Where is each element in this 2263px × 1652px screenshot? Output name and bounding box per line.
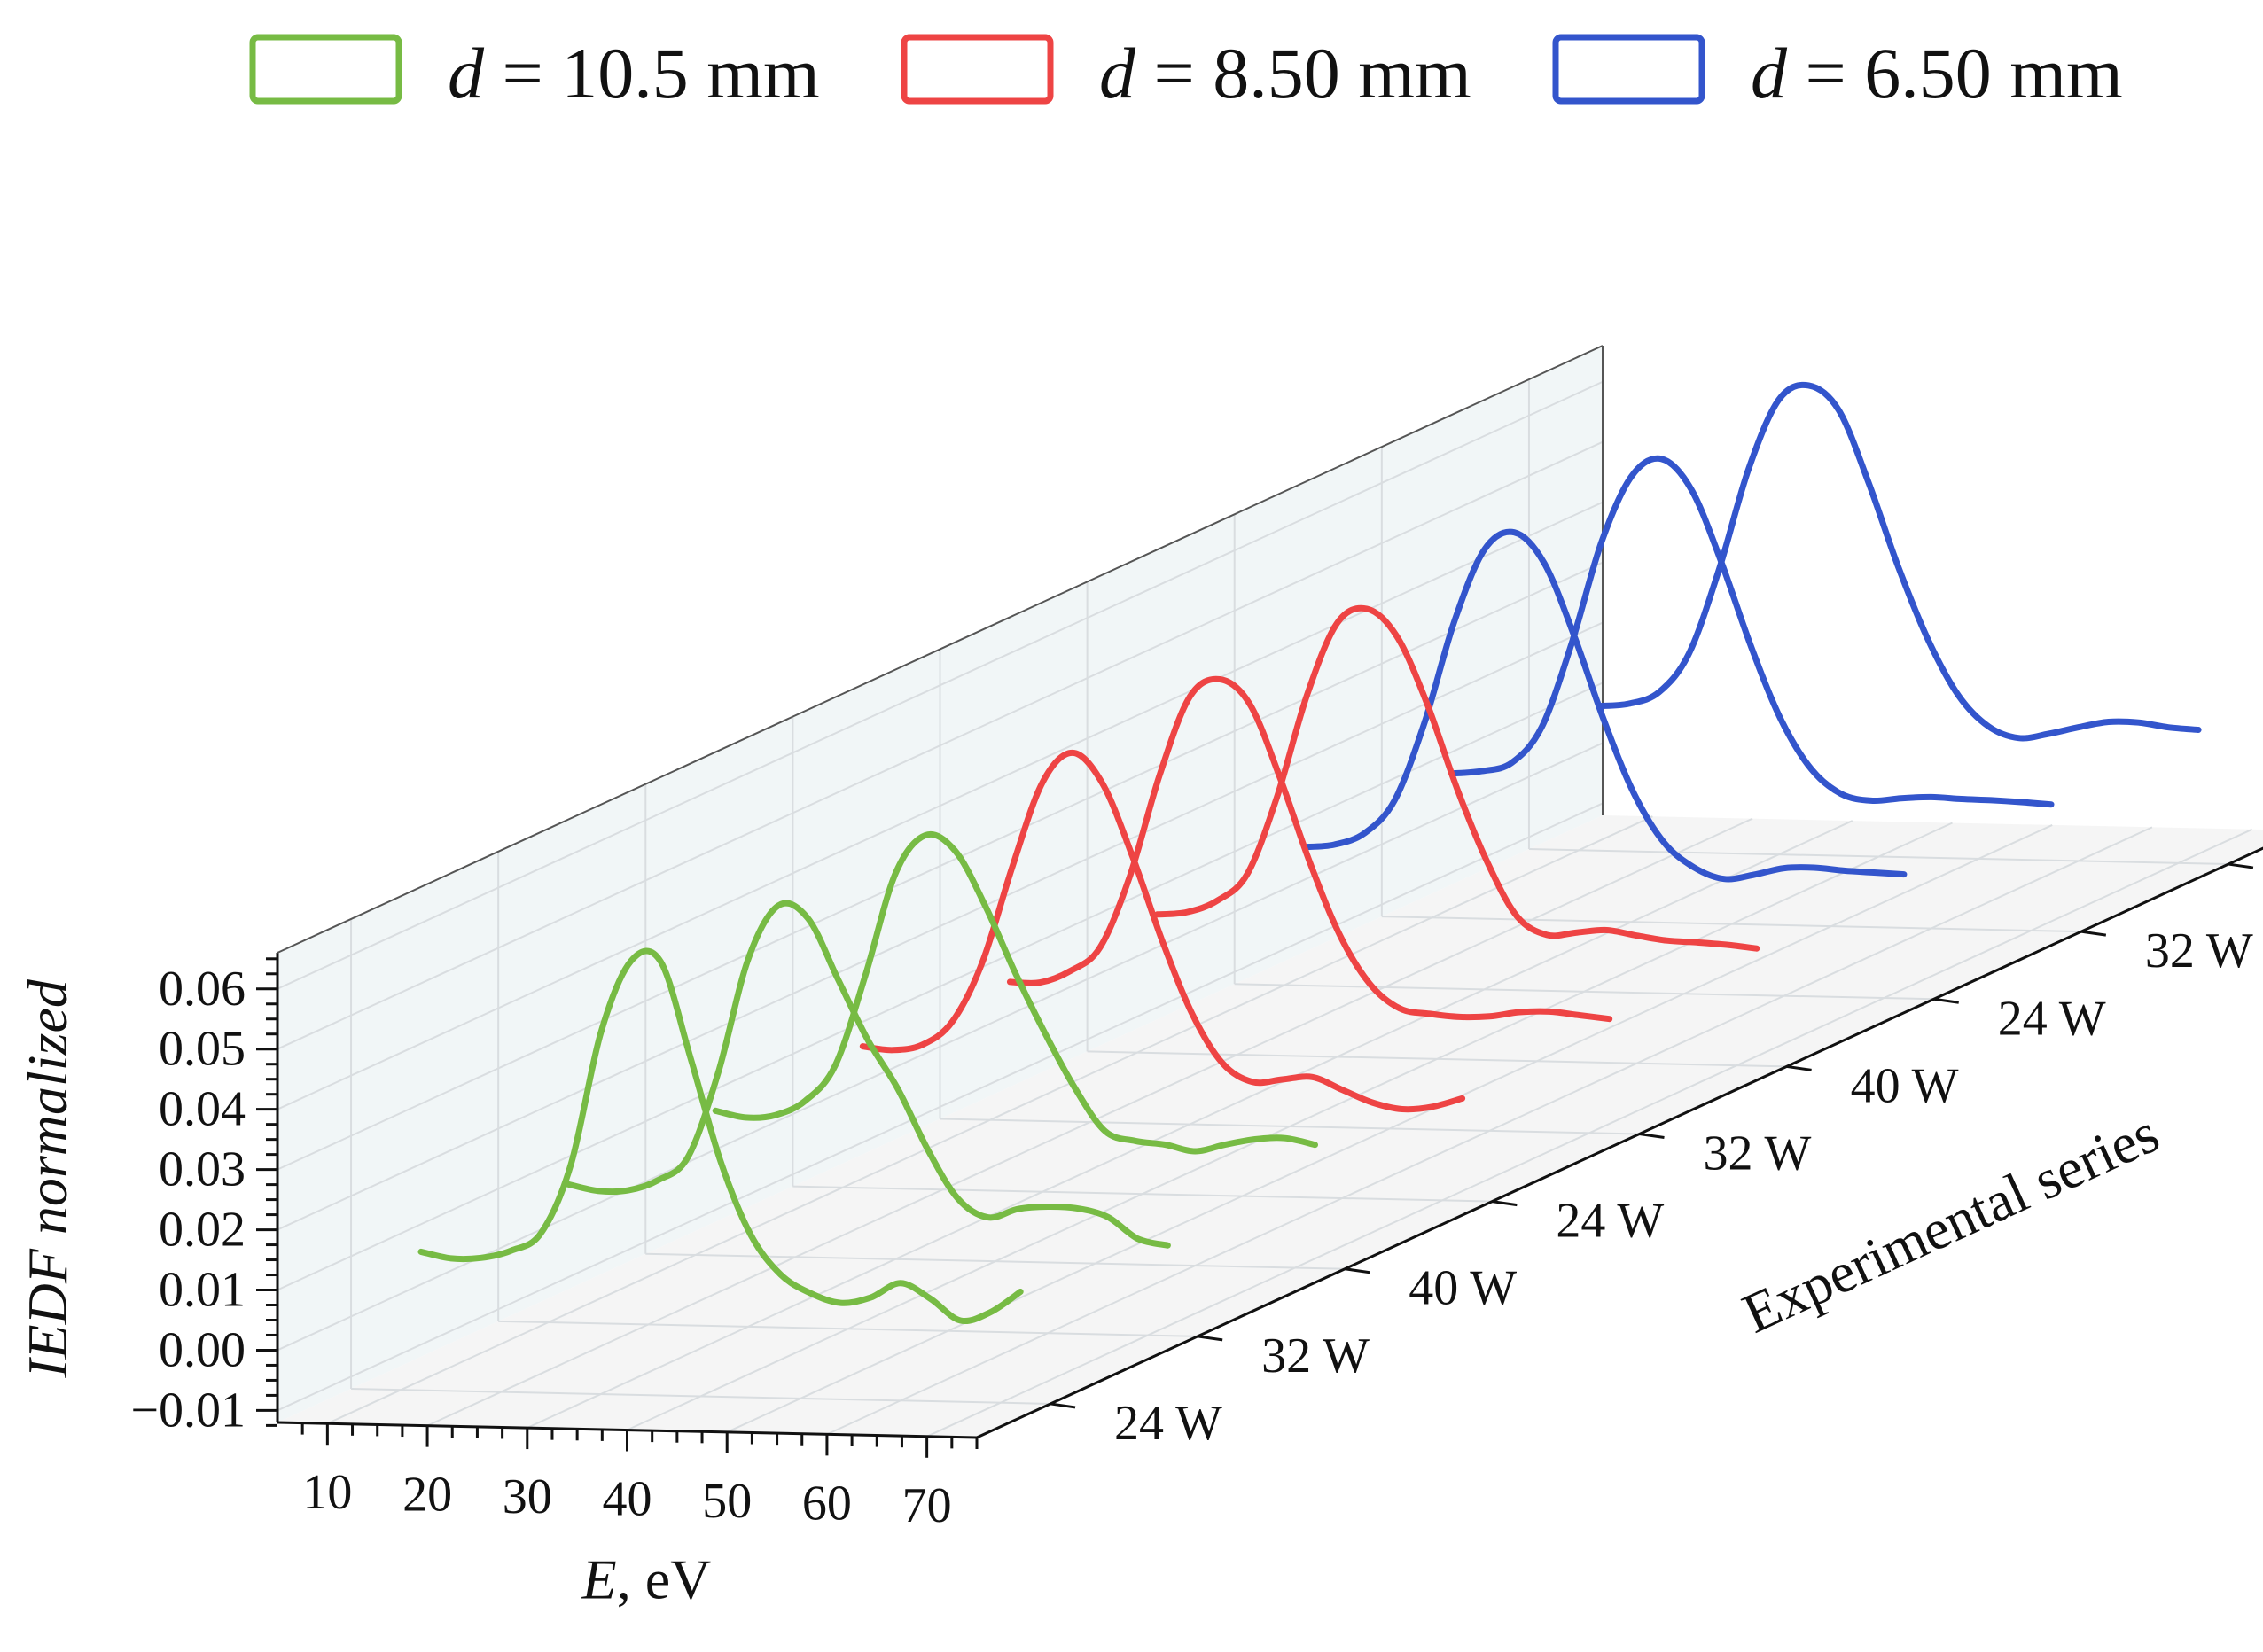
series-line-3 (712, 830, 1318, 1155)
series-tick-label: 40 W (1851, 1058, 1959, 1113)
series-tick (1345, 1267, 1370, 1274)
y-axis-title: IEDF normalized (16, 978, 79, 1379)
legend-label-symbol: d (1751, 33, 1788, 113)
series-tick-label: 24 W (1114, 1396, 1222, 1451)
grid-lines (277, 379, 2253, 1438)
curve-layer (417, 381, 2202, 1325)
series-tick-label: 40 W (1409, 1261, 1517, 1316)
legend-label-value: = 8.50 mm (1135, 33, 1471, 113)
grid-line-floor-x (726, 824, 2053, 1433)
series-tick (1786, 1064, 1812, 1071)
legend-label-value: = 6.50 mm (1787, 33, 2123, 113)
series-tick-label: 24 W (1998, 991, 2106, 1046)
series-tick-label: 32 W (1261, 1329, 1370, 1383)
x-tick-label: 50 (702, 1474, 752, 1529)
series-line-5 (1006, 675, 1613, 1023)
series-line-1 (417, 947, 1024, 1325)
x-tick-label: 20 (402, 1468, 452, 1523)
grid-line-floor-x (527, 820, 1853, 1429)
grid-line-floor-x (326, 815, 1653, 1425)
legend-swatch-3 (1552, 34, 1705, 105)
legend-label-value: = 10.5 mm (484, 33, 820, 113)
grid-line-floor-x (826, 826, 2153, 1436)
y-tick-label: 0.02 (159, 1203, 246, 1258)
grid-line-floor-x (926, 828, 2253, 1438)
series-tick (1050, 1402, 1076, 1409)
series-line-4 (859, 749, 1466, 1113)
legend-label-symbol: d (1099, 33, 1136, 113)
legend-label-3: d = 6.50 mm (1751, 33, 2123, 113)
legend-label-2: d = 8.50 mm (1099, 33, 1471, 113)
series-tick (1933, 997, 1959, 1004)
x-axis-title-symbol: E (581, 1548, 617, 1611)
y-tick-label: −0.01 (130, 1383, 246, 1438)
y-tick-label: 0.04 (159, 1082, 246, 1137)
series-line-9 (1596, 381, 2202, 742)
x-tick-label: 10 (302, 1465, 352, 1520)
series-line-2 (565, 900, 1171, 1249)
x-tick-label: 60 (802, 1476, 852, 1531)
grid-line-floor-x (627, 822, 1953, 1431)
x-tick-label: 30 (503, 1469, 552, 1524)
legend: d = 10.5 mm d = 8.50 mm d = 6.50 mm (249, 33, 2123, 113)
series-tick (1197, 1335, 1223, 1342)
y-tick-label: 0.03 (159, 1142, 246, 1197)
series-line-6 (1154, 604, 1760, 952)
legend-label-symbol: d (448, 33, 485, 113)
legend-swatch-2 (901, 34, 1054, 105)
legend-label-1: d = 10.5 mm (448, 33, 820, 113)
x-tick-label: 70 (902, 1478, 952, 1533)
wall-top-edge (277, 345, 1604, 954)
series-line-7 (1301, 528, 1908, 883)
series-tick (1639, 1133, 1665, 1139)
series-tick-label: 32 W (1704, 1126, 1812, 1181)
series-tick-label: 32 W (2145, 923, 2253, 978)
x-axis-title: E, eV (581, 1548, 712, 1611)
series-tick (1492, 1200, 1518, 1207)
y-tick-label: 0.00 (159, 1322, 246, 1377)
x-axis-title-unit: , eV (617, 1548, 712, 1611)
series-line-8 (1448, 455, 2055, 808)
y-tick-label: 0.05 (159, 1022, 246, 1077)
tick-labels: 0.060.050.040.03 0.020.010.00 −0.01 10 20 30 4… (130, 923, 2253, 1533)
series-tick (2080, 930, 2107, 937)
axis-ticks (256, 862, 2254, 1458)
legend-swatch-1 (249, 34, 402, 105)
series-tick (2228, 862, 2254, 869)
series-tick-label: 24 W (1556, 1194, 1664, 1249)
x-tick-label: 40 (603, 1472, 652, 1527)
y-tick-label: 0.01 (159, 1263, 246, 1318)
grid-line-floor-x (426, 817, 1753, 1427)
y-tick-label: 0.06 (159, 962, 246, 1017)
